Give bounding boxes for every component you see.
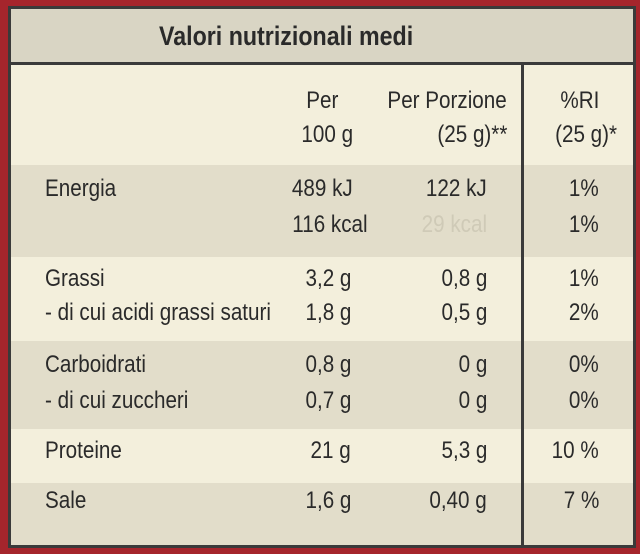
nutrition-label: Valori nutrizionali medi Per 100 g Per P… xyxy=(8,6,636,548)
row-label: Sale xyxy=(45,487,87,514)
row-ri: 1% xyxy=(569,211,599,238)
row-ri: 7 % xyxy=(563,487,599,514)
header-portion-line2: (25 g)** xyxy=(437,121,507,148)
row-per100: 0,7 g xyxy=(305,387,351,414)
row-label: Energia xyxy=(45,175,117,202)
row-band-energy xyxy=(11,165,633,257)
row-label: - di cui acidi grassi saturi xyxy=(45,299,271,326)
row-ri: 10 % xyxy=(551,437,599,464)
row-per100: 1,8 g xyxy=(305,299,351,326)
row-ri: 1% xyxy=(569,175,599,202)
row-per100: 21 g xyxy=(310,437,351,464)
row-per100: 116 kcal xyxy=(292,211,368,238)
row-ri: 1% xyxy=(569,265,599,292)
row-ri: 2% xyxy=(569,299,599,326)
row-per100: 3,2 g xyxy=(305,265,351,292)
column-divider xyxy=(521,65,524,545)
header-per100-line1: Per xyxy=(305,87,338,114)
row-ri: 0% xyxy=(569,387,599,414)
row-label: - di cui zuccheri xyxy=(45,387,189,414)
header-per100-line2: 100 g xyxy=(301,121,353,148)
row-label: Proteine xyxy=(45,437,122,464)
row-per100: 0,8 g xyxy=(305,351,351,378)
row-portion: 0 g xyxy=(458,387,487,414)
header-ri-line1: %RI xyxy=(560,87,599,114)
row-label: Carboidrati xyxy=(45,351,146,378)
row-band-carbs xyxy=(11,341,633,429)
row-portion: 0,40 g xyxy=(429,487,487,514)
row-per100: 1,6 g xyxy=(305,487,351,514)
row-ri: 0% xyxy=(569,351,599,378)
row-label: Grassi xyxy=(45,265,105,292)
header-ri-line2: (25 g)* xyxy=(555,121,617,148)
header-portion-line1: Per Porzione xyxy=(387,87,507,114)
row-portion: 5,3 g xyxy=(441,437,487,464)
table-title: Valori nutrizionali medi xyxy=(159,21,414,51)
row-portion: 0 g xyxy=(458,351,487,378)
row-portion: 0,8 g xyxy=(441,265,487,292)
title-bar: Valori nutrizionali medi xyxy=(11,9,633,65)
row-portion: 0,5 g xyxy=(441,299,487,326)
row-portion: 29 kcal xyxy=(421,211,487,238)
row-band-salt xyxy=(11,483,633,545)
row-per100: 489 kJ xyxy=(292,175,353,202)
row-portion: 122 kJ xyxy=(426,175,487,202)
